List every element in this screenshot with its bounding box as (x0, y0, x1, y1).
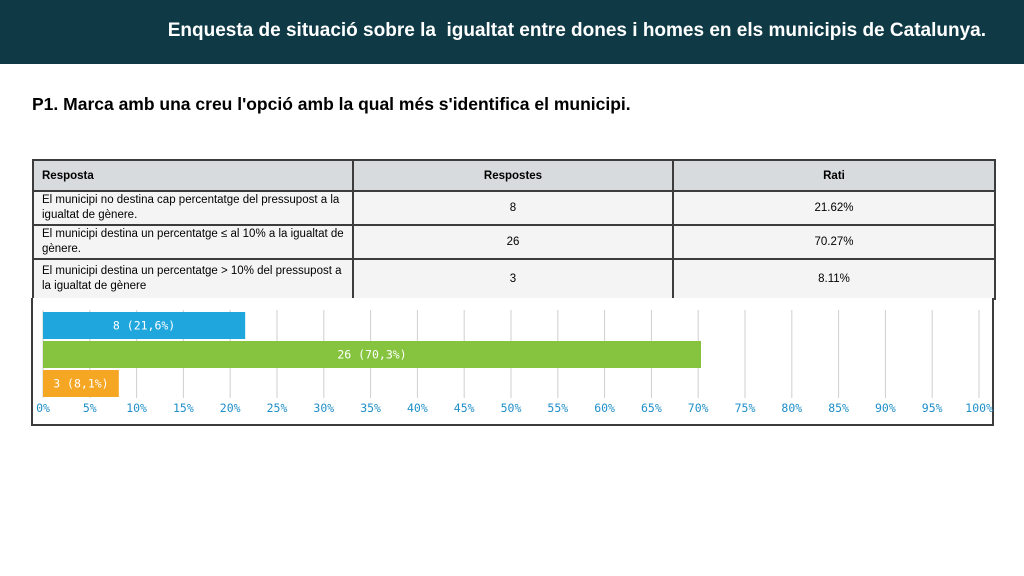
x-tick-label: 80% (781, 401, 802, 415)
x-tick-label: 75% (735, 401, 756, 415)
bar-chart: 8 (21,6%) 26 (70,3%) 3 (8,1%) 0% 5% 10% 15% 20%… (31, 298, 994, 426)
x-tick-label: 10% (126, 401, 147, 415)
cell-rati: 21.62% (672, 190, 996, 226)
x-tick-label: 0% (36, 401, 50, 415)
bar-data-label: 8 (21,6%) (113, 319, 175, 333)
table-row: El municipi destina un percentatge ≤ al … (32, 224, 996, 260)
bar-chart-svg: 8 (21,6%) 26 (70,3%) 3 (8,1%)0% 5% 10% 15% 20%… (36, 310, 993, 415)
survey-title: Enquesta de situació sobre la igualtat e… (167, 20, 986, 41)
x-tick-label: 50% (501, 401, 522, 415)
x-tick-label: 90% (875, 401, 896, 415)
cell-rati: 8.11% (672, 258, 996, 300)
cell-rati: 70.27% (672, 224, 996, 260)
results-table: Resposta Respostes Rati El municipi no d… (32, 159, 996, 300)
cell-respostes: 26 (352, 224, 674, 260)
x-tick-label: 65% (641, 401, 662, 415)
x-tick-label: 35% (360, 401, 381, 415)
table-row: El municipi no destina cap percentatge d… (32, 190, 996, 226)
x-tick-label: 25% (267, 401, 288, 415)
bar (43, 341, 702, 368)
bar-data-label: 3 (8,1%) (53, 377, 108, 391)
bar-data-label: 26 (70,3%) (337, 348, 406, 362)
table-row: El municipi destina un percentatge > 10%… (32, 258, 996, 300)
table-header-row: Resposta Respostes Rati (32, 159, 996, 192)
header-resposta: Resposta (32, 159, 354, 192)
x-tick-label: 15% (173, 401, 194, 415)
cell-resposta: El municipi destina un percentatge ≤ al … (32, 224, 354, 260)
x-tick-label: 100% (965, 401, 993, 415)
x-tick-label: 55% (547, 401, 568, 415)
cell-respostes: 3 (352, 258, 674, 300)
x-tick-label: 60% (594, 401, 615, 415)
x-tick-label: 45% (454, 401, 475, 415)
header-respostes: Respostes (352, 159, 674, 192)
x-tick-label: 30% (313, 401, 334, 415)
bar (43, 312, 246, 339)
x-tick-label: 95% (922, 401, 943, 415)
x-tick-label: 85% (828, 401, 849, 415)
x-tick-label: 40% (407, 401, 428, 415)
x-tick-label: 20% (220, 401, 241, 415)
cell-resposta: El municipi destina un percentatge > 10%… (32, 258, 354, 300)
x-tick-label: 70% (688, 401, 709, 415)
cell-respostes: 8 (352, 190, 674, 226)
header-bar: Enquesta de situació sobre la igualtat e… (0, 0, 1024, 64)
question-title: P1. Marca amb una creu l'opció amb la qu… (32, 94, 631, 114)
x-tick-label: 5% (83, 401, 97, 415)
cell-resposta: El municipi no destina cap percentatge d… (32, 190, 354, 226)
bar (43, 370, 119, 397)
header-rati: Rati (672, 159, 996, 192)
